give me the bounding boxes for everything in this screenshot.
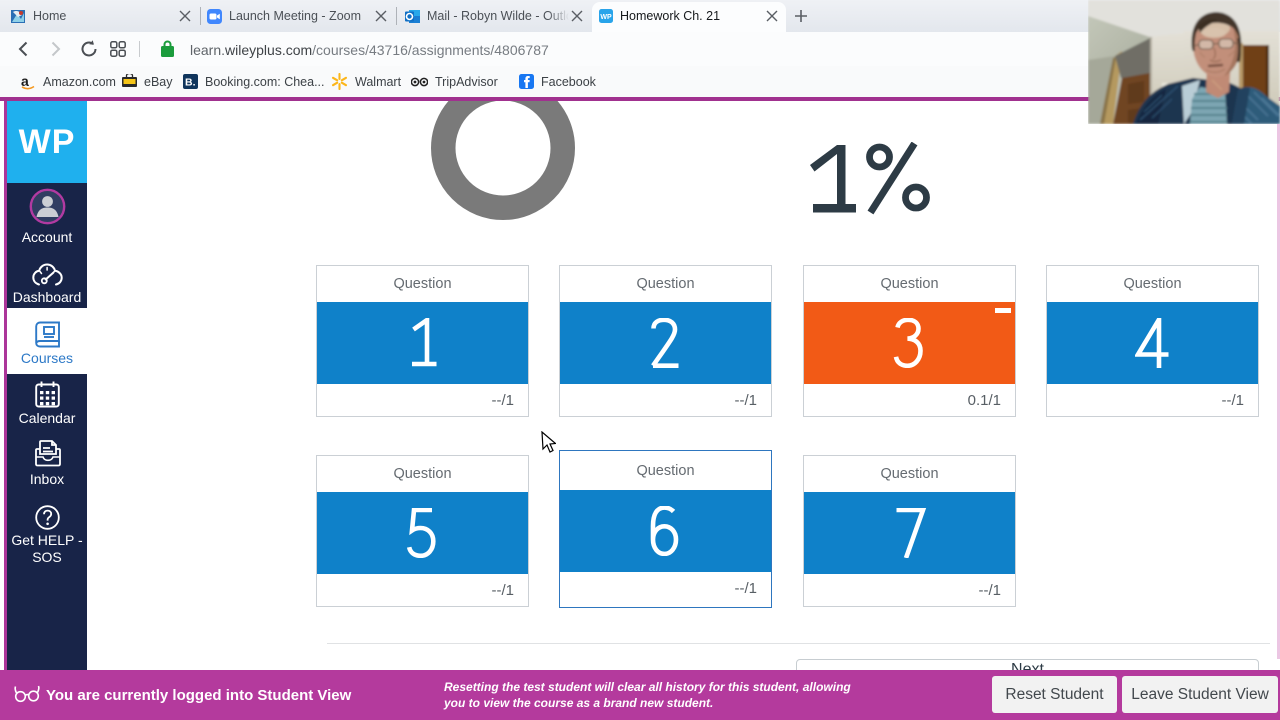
svg-text:B.: B. (185, 77, 196, 89)
svg-text:a: a (21, 74, 29, 89)
svg-text:WP: WP (600, 14, 612, 21)
